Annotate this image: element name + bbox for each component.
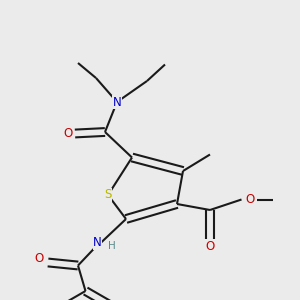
Text: O: O bbox=[63, 127, 72, 140]
Text: N: N bbox=[112, 95, 122, 109]
Text: N: N bbox=[93, 236, 102, 250]
Text: H: H bbox=[108, 241, 116, 251]
Text: O: O bbox=[206, 240, 214, 254]
Text: S: S bbox=[104, 188, 112, 202]
Text: O: O bbox=[245, 193, 254, 206]
Text: O: O bbox=[34, 251, 43, 265]
